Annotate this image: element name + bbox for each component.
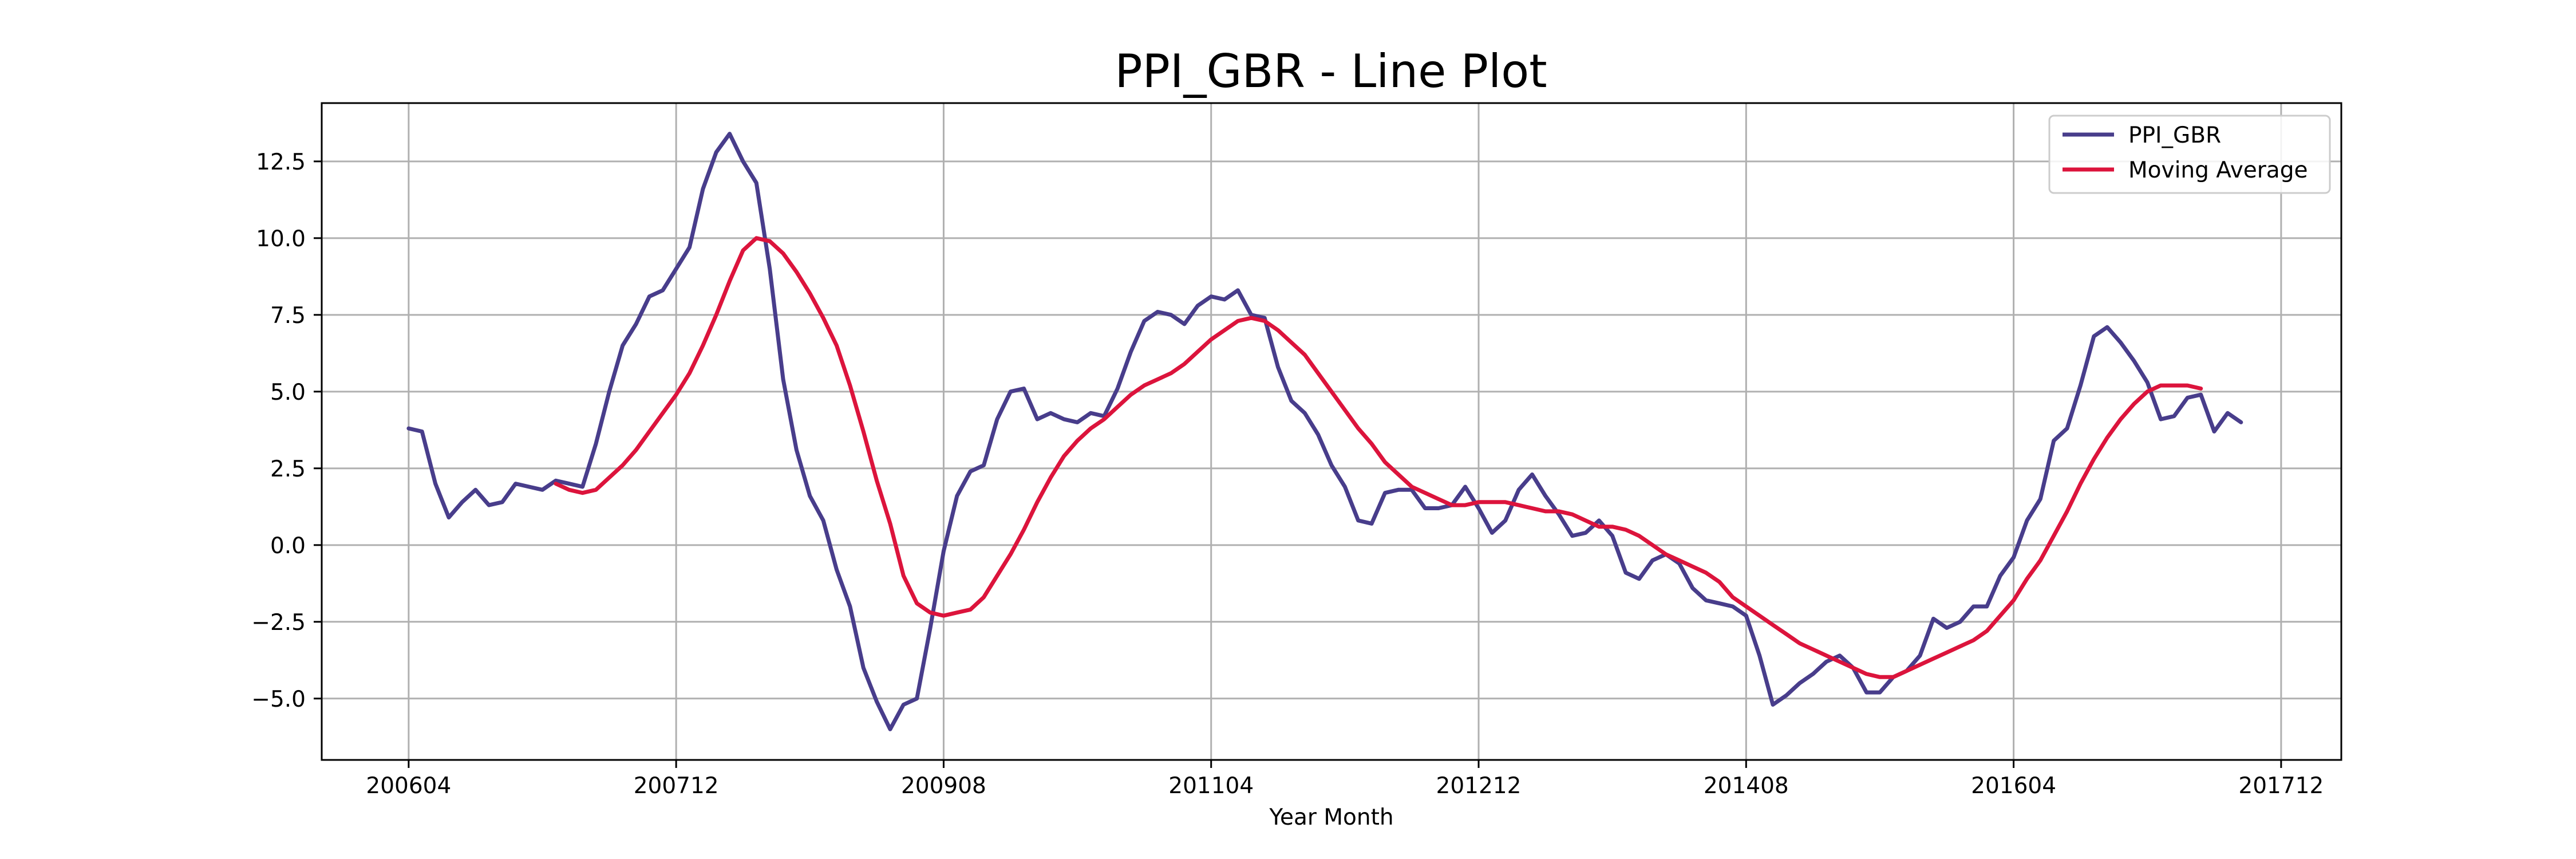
grid-lines [322, 103, 2341, 760]
y-tick-label: −2.5 [251, 610, 306, 636]
legend-label-moving-average: Moving Average [2128, 157, 2308, 183]
legend: PPI_GBR Moving Average [2048, 115, 2331, 194]
y-tick-label: 7.5 [270, 303, 306, 329]
legend-box [2048, 115, 2331, 194]
y-tick-label: 12.5 [256, 149, 306, 175]
axis-ticks: 200604 200712 200908 201104 201212 201408 2016… [251, 149, 2324, 799]
x-tick-label: 201408 [1704, 773, 1789, 799]
y-tick-label: 0.0 [270, 533, 306, 559]
y-tick-label: 10.0 [256, 226, 306, 252]
x-tick-label: 201212 [1436, 773, 1522, 799]
x-tick-label: 200604 [366, 773, 451, 799]
x-tick-label: 201604 [1971, 773, 2056, 799]
series-line-moving-average [554, 236, 2203, 679]
x-tick-label: 201712 [2238, 773, 2324, 799]
x-axis-label: Year Month [1269, 805, 1393, 830]
series-lines [406, 132, 2243, 731]
x-tick-label: 200908 [901, 773, 986, 799]
y-tick-label: 2.5 [270, 456, 306, 482]
x-tick-label: 200712 [634, 773, 719, 799]
series-line-ppi-gbr [406, 132, 2243, 731]
y-tick-label: −5.0 [251, 687, 306, 712]
legend-label-ppi-gbr: PPI_GBR [2128, 123, 2221, 148]
chart-title: PPI_GBR - Line Plot [1115, 45, 1547, 98]
y-tick-label: 5.0 [270, 380, 306, 405]
plot-frame [321, 102, 2342, 761]
x-tick-label: 201104 [1168, 773, 1254, 799]
